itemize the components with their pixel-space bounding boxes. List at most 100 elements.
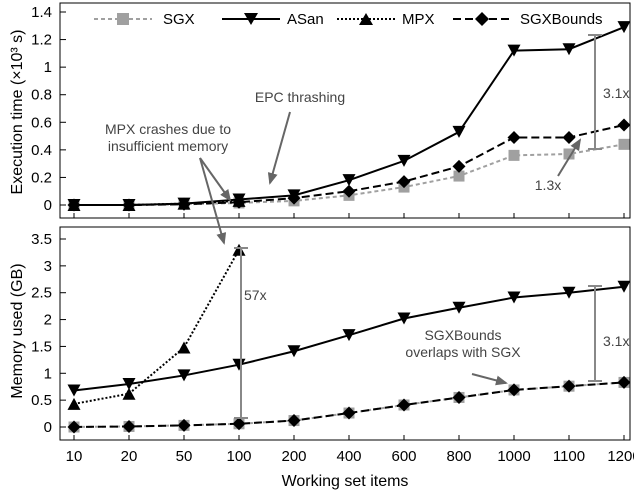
bottom-point-sgxbounds (562, 379, 576, 393)
top-point-sgxbounds (177, 197, 191, 211)
bottom-point-mpx (177, 341, 191, 354)
top-point-sgxbounds (232, 195, 246, 209)
x-tick-label: 10 (66, 448, 83, 465)
bottom-y-tick-label: 0.5 (31, 392, 52, 409)
top-point-sgxbounds (122, 198, 136, 212)
top-y-tick-label: 1.2 (31, 32, 52, 49)
x-tick-label: 1200 (607, 448, 634, 465)
top-y-tick-label: 0.6 (31, 114, 52, 131)
x-axis-ticks: 10 20 50 100 200 400 600 800 1000 1100 1200 (66, 448, 634, 465)
top-y-tick-label: 1 (44, 59, 52, 76)
legend-item-asan: ASan (222, 11, 324, 28)
arrow-overlap (471, 373, 508, 386)
x-tick-label: 200 (281, 448, 306, 465)
memory-used-panel: 00.511.522.533.5 10 20 50 100 200 400 600 800 10… (9, 226, 634, 490)
bottom-point-sgxbounds (342, 406, 356, 420)
top-y-tick-label: 0.8 (31, 87, 52, 104)
top-point-sgxbounds (397, 175, 411, 189)
top-point-sgx (453, 170, 465, 182)
top-series-line-sgxbounds (74, 124, 625, 206)
top-point-sgxbounds (562, 130, 576, 144)
legend-label-mpx: MPX (402, 11, 435, 28)
annotation-overlap-line2: overlaps with SGX (405, 344, 521, 360)
top-y-tick-label: 0.2 (31, 169, 52, 186)
bottom-series-line-mpx (73, 249, 240, 405)
annotation-sgxbounds-vs-sgx: 1.3x (535, 177, 561, 193)
bottom-y-tick-label: 0 (44, 419, 52, 436)
bottom-y-axis-label: Memory used (GB) (9, 263, 26, 398)
arrow-mpx-crash-bottom (199, 157, 227, 245)
legend-item-sgx: SGX (94, 11, 195, 28)
legend-label-sgx: SGX (163, 11, 195, 28)
annotations: EPC thrashing MPX crashes due to insuffi… (105, 34, 629, 419)
top-point-sgx (508, 149, 520, 161)
bottom-point-asan (122, 378, 136, 391)
legend-item-mpx: MPX (337, 11, 435, 28)
bottom-point-sgxbounds (287, 414, 301, 428)
x-tick-label: 1100 (553, 448, 585, 465)
bottom-point-asan (232, 358, 246, 371)
bottom-y-tick-label: 3 (44, 258, 52, 275)
bottom-point-sgxbounds (232, 417, 246, 431)
x-tick-label: 800 (446, 448, 471, 465)
top-y-axis-ticks: 0 0.2 0.4 0.6 0.8 1 1.2 1.4 (31, 4, 625, 218)
bottom-y-tick-label: 2 (44, 312, 52, 329)
top-y-tick-label: 0 (44, 197, 52, 214)
top-point-sgx (618, 138, 630, 150)
bottom-point-asan (342, 329, 356, 342)
bottom-y-tick-label: 2.5 (31, 285, 52, 302)
execution-time-panel: 0 0.2 0.4 0.6 0.8 1 1.2 1.4 Execution time (×10… (9, 2, 631, 219)
x-tick-label: 1000 (497, 448, 530, 465)
bottom-y-tick-label: 3.5 (31, 231, 52, 248)
top-point-asan (342, 174, 356, 187)
bottom-point-asan (397, 312, 411, 325)
bottom-point-asan (177, 369, 191, 382)
annotation-overlap-line1: SGXBounds (424, 327, 501, 343)
arrow-epc-thrashing (267, 111, 291, 185)
legend-label-sgxbounds: SGXBounds (520, 11, 603, 28)
legend-item-sgxbounds: SGXBounds (453, 11, 603, 28)
bottom-y-axis-ticks: 0 0.5 1 1.5 2 2.5 3 3.5 (31, 231, 625, 440)
legend: SGX ASan MPX SGXBounds (94, 11, 603, 28)
top-point-asan (507, 44, 521, 57)
bottom-point-mpx (67, 397, 81, 410)
bottom-point-sgxbounds (67, 420, 81, 434)
bottom-y-tick-label: 1 (44, 365, 52, 382)
top-point-sgxbounds (287, 191, 301, 205)
x-tick-label: 100 (226, 448, 251, 465)
annotation-mpx-crash-line1: MPX crashes due to (105, 121, 231, 137)
top-point-asan (397, 154, 411, 167)
bottom-plot-frame (59, 226, 631, 441)
x-axis-label: Working set items (282, 473, 409, 490)
bottom-point-sgxbounds (507, 383, 521, 397)
annotation-top-ratio: 3.1x (603, 85, 629, 101)
bottom-point-sgxbounds (177, 418, 191, 432)
bottom-point-asan (507, 291, 521, 304)
x-tick-label: 600 (391, 448, 416, 465)
bottom-series-line-sgx (73, 381, 625, 428)
bottom-point-sgxbounds (452, 390, 466, 404)
x-tick-label: 400 (336, 448, 361, 465)
bottom-point-asan (67, 384, 81, 397)
bottom-point-mpx (232, 243, 246, 256)
bottom-point-sgxbounds (122, 419, 136, 433)
bottom-point-asan (287, 345, 301, 358)
bottom-series-group (67, 243, 631, 434)
annotation-mpx-ratio: 57x (244, 287, 267, 303)
legend-label-asan: ASan (287, 11, 324, 28)
annotation-bottom-ratio: 3.1x (603, 333, 629, 349)
top-y-tick-label: 0.4 (31, 142, 52, 159)
top-point-asan (452, 125, 466, 138)
arrow-mpx-crash-top (199, 157, 232, 202)
top-point-asan (562, 43, 576, 56)
bottom-point-sgxbounds (617, 375, 631, 389)
bottom-point-asan (617, 280, 631, 293)
top-point-sgxbounds (67, 198, 81, 212)
top-point-sgxbounds (452, 159, 466, 173)
bottom-point-asan (452, 301, 466, 314)
top-y-tick-label: 1.4 (31, 4, 52, 21)
top-point-sgxbounds (507, 130, 521, 144)
top-point-sgxbounds (342, 184, 356, 198)
bottom-series-line-sgxbounds (73, 381, 625, 428)
